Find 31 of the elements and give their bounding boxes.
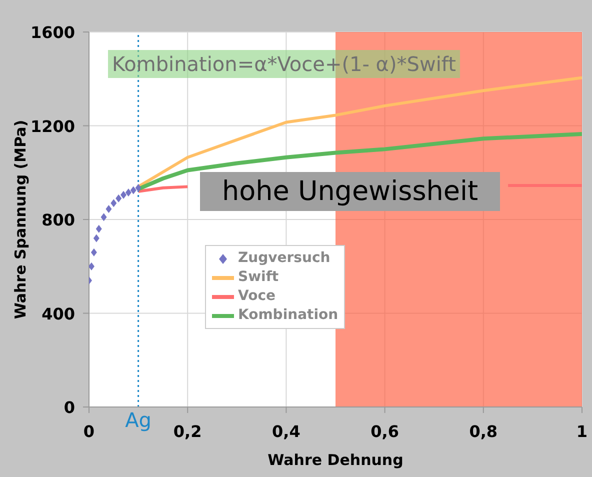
point	[106, 204, 112, 213]
point	[130, 186, 136, 194]
point	[116, 194, 122, 202]
y-tick-label: 0	[64, 398, 75, 417]
x-tick-label: 0,6	[370, 422, 399, 441]
x-axis-title: Wahre Dehnung	[268, 451, 404, 469]
annotation: hohe Ungewissheit	[200, 172, 500, 211]
legend-label: Zugversuch	[238, 249, 330, 268]
x-tick-label: 1	[576, 422, 588, 441]
legend-label: Swift	[238, 268, 279, 287]
point	[93, 234, 100, 242]
point	[96, 224, 102, 233]
y-axis-title: Wahre Spannung (MPa)	[11, 120, 30, 320]
legend-label: Voce	[238, 287, 276, 306]
ref-line-label: Ag	[125, 408, 152, 432]
y-tick-label: 1600	[30, 23, 75, 42]
point	[120, 190, 127, 199]
x-tick-label: 0,2	[173, 422, 202, 441]
y-tick-label: 400	[42, 304, 75, 324]
y-tick-label: 800	[42, 210, 75, 230]
x-tick-label: 0	[83, 422, 95, 441]
x-tick-label: 0,4	[272, 422, 300, 441]
point	[100, 213, 107, 222]
point	[125, 188, 132, 197]
point	[90, 248, 97, 256]
annotation: Kombination=α*Voce+(1- α)*Swift	[108, 50, 460, 78]
y-tick-label: 1200	[30, 116, 75, 136]
point	[135, 184, 142, 192]
legend-label: Kombination	[238, 306, 338, 325]
x-tick-label: 0,8	[469, 422, 498, 441]
point	[110, 199, 117, 208]
